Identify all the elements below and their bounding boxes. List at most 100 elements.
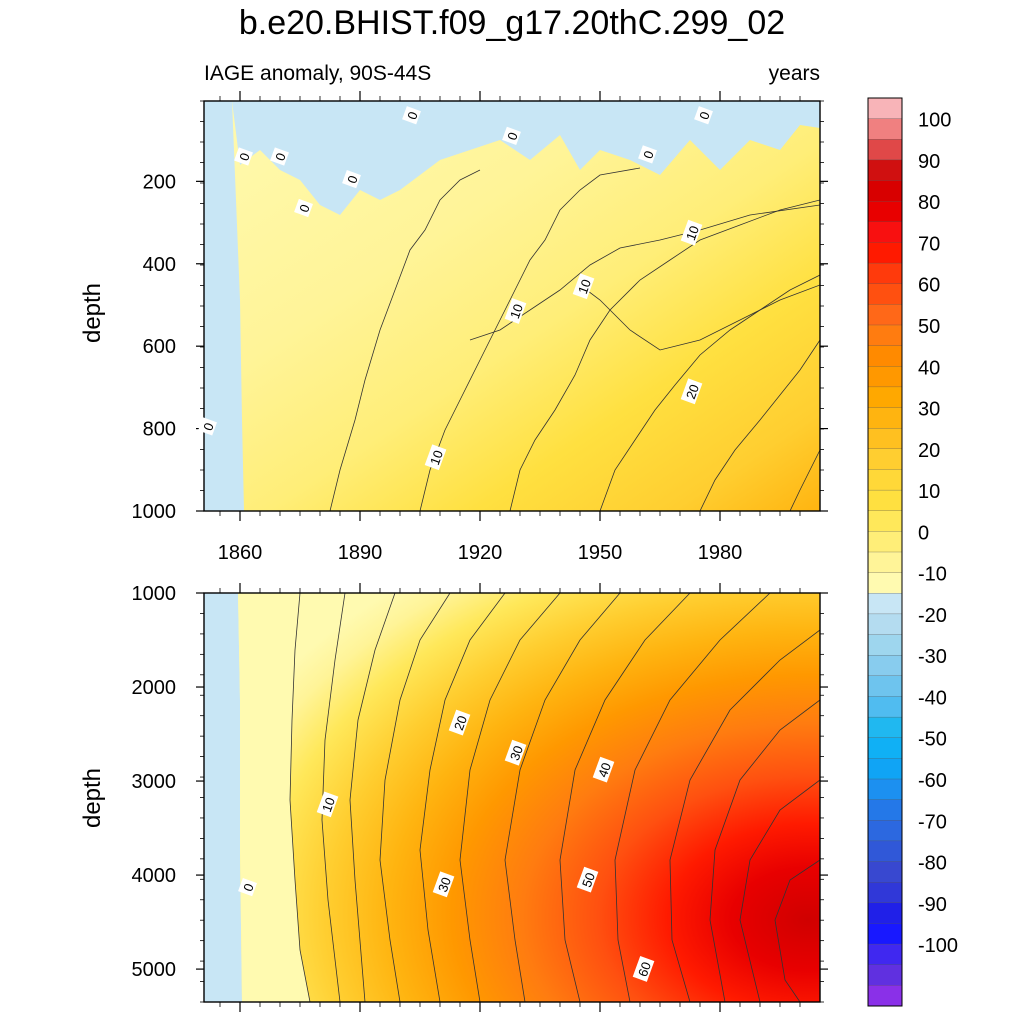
colorbar-label: -10 <box>918 564 947 586</box>
contour-label-text: 0 <box>240 881 257 893</box>
colorbar-label: -50 <box>918 729 947 751</box>
contour-label: 0 <box>342 169 361 189</box>
lower-depth-panel: 1000 2000 3000 4000 5000 0 10 20 30 30 40 50 60 dep… <box>79 583 828 1012</box>
contour-label-bg <box>238 877 257 897</box>
colorbar-swatch <box>867 902 903 924</box>
contour-label: 0 <box>294 198 313 218</box>
contour-label-text: 30 <box>507 744 526 763</box>
contour-label-bg <box>198 417 217 436</box>
y-tick-label: 1000 <box>132 501 177 523</box>
contour-label-text: 40 <box>595 761 614 780</box>
colorbar-frame <box>867 97 903 1007</box>
colorbar-swatch <box>867 943 903 966</box>
colorbar-swatch <box>867 407 903 429</box>
lower-y-axis-title: depth <box>79 768 106 828</box>
colorbar-swatch <box>867 304 903 326</box>
lower-x-axis <box>219 583 801 1012</box>
colorbar-swatch <box>867 758 903 780</box>
contour-label-bg <box>504 298 527 324</box>
contour-label: 10 <box>316 791 339 818</box>
contour-label: 30 <box>432 871 455 898</box>
colorbar-swatch <box>867 489 903 512</box>
upper-negative-region <box>204 101 244 511</box>
contour-label: 10 <box>572 273 595 300</box>
y-tick-label: 600 <box>143 336 176 358</box>
colorbar-swatch <box>867 221 903 243</box>
contour-label: 40 <box>592 756 615 783</box>
contour-label-bg <box>234 147 253 166</box>
contour-label-bg <box>502 126 521 145</box>
contour-label-text: 0 <box>236 151 253 163</box>
x-tick-label: 1860 <box>218 542 263 564</box>
colorbar-swatch <box>867 572 903 594</box>
colorbar-swatch <box>867 118 903 140</box>
colorbar-swatch <box>867 551 903 574</box>
colorbar-swatch <box>867 180 903 202</box>
contour-label: 20 <box>680 378 703 405</box>
colorbar-swatch <box>867 448 903 470</box>
contour-label: 30 <box>504 739 527 766</box>
contour-label-text: 0 <box>504 130 521 142</box>
contour-label: 0 <box>502 126 521 145</box>
lower-panel-field <box>204 593 820 1002</box>
contour-label-text: 0 <box>344 173 361 185</box>
contour-label-bg <box>402 106 421 125</box>
y-tick-label: 400 <box>143 254 176 276</box>
colorbar-label: 0 <box>918 522 929 544</box>
contour-label-bg <box>572 273 595 300</box>
colorbar-swatch <box>867 324 903 347</box>
y-tick-label: 4000 <box>132 865 177 887</box>
contour-label-text: 0 <box>296 202 313 214</box>
variable-subtitle: IAGE anomaly, 90S-44S <box>204 62 432 85</box>
colorbar-label: -80 <box>918 853 947 875</box>
colorbar-swatch <box>867 242 903 264</box>
colorbar-swatch <box>867 531 903 553</box>
colorbar-label: 100 <box>918 110 951 132</box>
colorbar-swatch <box>867 985 903 1007</box>
colorbar-label: -30 <box>918 646 947 668</box>
colorbar-label: 70 <box>918 233 940 255</box>
contour-label-bg <box>294 198 313 218</box>
contour-label-text: 10 <box>427 448 446 467</box>
colorbar-swatch <box>867 634 903 656</box>
contour-label-bg <box>424 444 447 471</box>
contour-label-bg <box>680 378 703 405</box>
colorbar-swatch <box>867 593 903 615</box>
contour-label-text: 30 <box>435 875 454 894</box>
contour-label: 0 <box>238 877 257 897</box>
colorbar-swatch <box>867 613 903 635</box>
contour-label-bg <box>638 145 657 164</box>
colorbar-swatch <box>867 696 903 718</box>
units-subtitle: years <box>768 62 820 85</box>
chart-title: b.e20.BHIST.f09_g17.20thC.299_02 <box>238 4 786 42</box>
colorbar-label: -70 <box>918 811 947 833</box>
contour-label-text: 60 <box>635 960 654 979</box>
contour-label: 10 <box>424 444 447 471</box>
colorbar-swatch <box>867 469 903 491</box>
colorbar-swatch <box>867 964 903 986</box>
colorbar-swatch <box>867 428 903 450</box>
x-tick-label: 1950 <box>578 542 623 564</box>
contour-label-text: 0 <box>272 151 289 163</box>
colorbar-swatch <box>867 345 903 367</box>
colorbar-swatch <box>867 861 903 883</box>
colorbar-swatch <box>867 262 903 285</box>
contour-label-text: 0 <box>404 110 421 122</box>
contour-label: 50 <box>576 866 599 893</box>
colorbar-swatch <box>867 882 903 904</box>
contour-label-text: 0 <box>640 149 657 161</box>
contour-label-bg <box>592 756 615 783</box>
colorbar-swatch <box>867 159 903 181</box>
colorbar-swatch <box>867 386 903 408</box>
y-tick-label: 5000 <box>132 959 177 981</box>
lower-y-axis: 1000 2000 3000 4000 5000 <box>132 583 828 1003</box>
colorbar-swatch <box>867 737 903 759</box>
contour-label-bg <box>342 169 361 189</box>
upper-y-axis-title: depth <box>79 283 106 343</box>
contour-label: 0 <box>270 147 289 166</box>
lower-contour-labels: 0 10 20 30 30 40 50 60 <box>238 709 655 982</box>
y-tick-label: 2000 <box>132 677 177 699</box>
lower-near-zero-region <box>238 593 310 1002</box>
